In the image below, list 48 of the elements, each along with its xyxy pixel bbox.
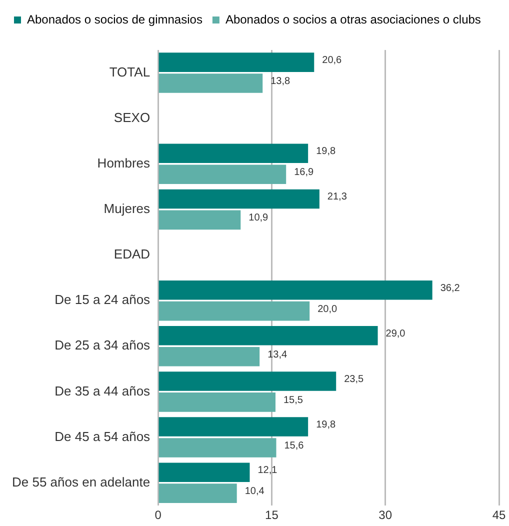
y-tick-label: De 25 a 34 años [54, 338, 151, 353]
data-label: 10,4 [244, 486, 265, 498]
data-label: 20,6 [322, 55, 342, 66]
data-label: 19,8 [316, 420, 336, 431]
x-tick-label: 45 [492, 508, 506, 522]
bar [158, 74, 263, 93]
bar [158, 417, 308, 436]
data-label: 15,6 [284, 440, 304, 452]
bar [158, 164, 286, 184]
data-label: 36,2 [440, 282, 460, 294]
x-tick-label: 15 [265, 508, 279, 522]
bar [158, 372, 336, 391]
y-tick-label: TOTAL [109, 64, 150, 80]
y-tick-label: Hombres [97, 155, 151, 170]
data-label: 29,0 [386, 328, 406, 340]
y-tick-label: Mujeres [104, 201, 151, 216]
y-tick-label: SEXO [114, 110, 150, 125]
legend-label: Abonados o socios de gimnasios [27, 12, 202, 26]
bar [158, 144, 308, 164]
data-label: 13,4 [268, 349, 288, 360]
data-label: 16,9 [294, 167, 314, 178]
bar [158, 301, 310, 321]
x-tick-label: 30 [378, 508, 392, 522]
data-label: 12,1 [258, 465, 278, 476]
legend-label: Abonados o socios a otras asociaciones o clubs [225, 12, 481, 26]
data-label: 20,0 [318, 304, 338, 315]
bar [158, 326, 378, 346]
bar [158, 210, 241, 230]
bar [158, 392, 276, 412]
y-tick-label: De 35 a 44 años [54, 383, 151, 398]
y-tick-label: EDAD [114, 246, 150, 262]
data-label: 21,3 [327, 192, 348, 203]
y-tick-label: De 15 a 24 años [54, 292, 151, 308]
data-label: 15,5 [283, 394, 304, 406]
bar [158, 52, 314, 72]
bar [158, 280, 432, 300]
bar [158, 462, 250, 482]
data-label: 19,8 [316, 146, 336, 158]
bar [158, 189, 320, 209]
bar [158, 438, 276, 458]
data-label: 23,5 [344, 374, 364, 385]
y-tick-label: De 45 a 54 años [54, 428, 151, 444]
data-label: 10,9 [248, 212, 269, 224]
bar [158, 484, 237, 503]
data-label: 13,8 [270, 76, 291, 88]
x-tick-label: 0 [154, 508, 162, 522]
y-tick-label: De 55 años en adelante [12, 474, 150, 490]
bar [158, 346, 260, 366]
